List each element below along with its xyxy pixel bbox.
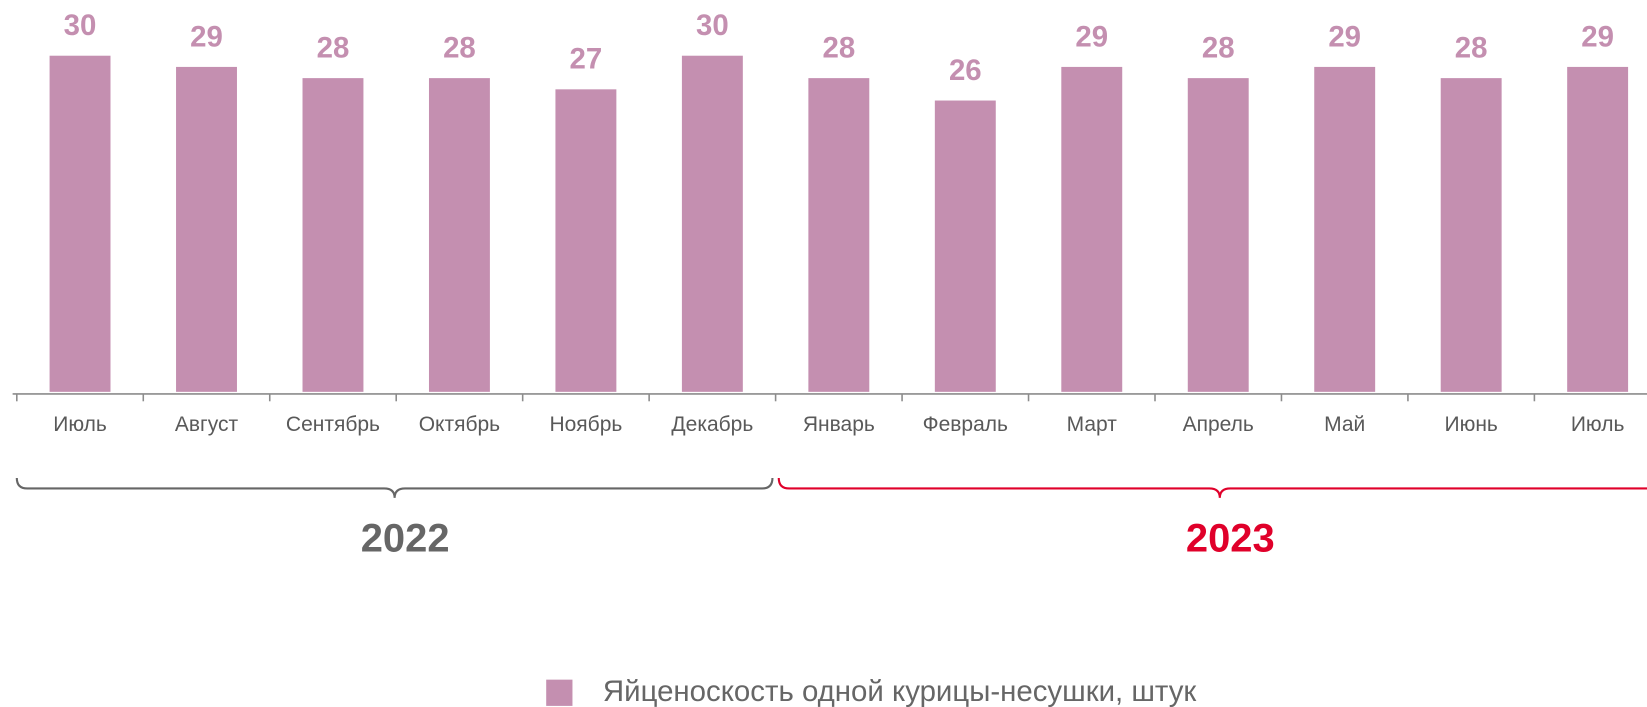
bar (681, 55, 743, 392)
legend-label: Яйценоскость одной курицы-несушки, штук (603, 675, 1198, 707)
bar (1061, 66, 1123, 392)
bar (302, 78, 364, 392)
data-label: 30 (64, 9, 97, 42)
bar (1440, 78, 1502, 392)
bar (428, 78, 490, 392)
x-tick-label: Апрель (1183, 413, 1254, 436)
bar (176, 66, 237, 392)
bar (1314, 66, 1376, 392)
data-label: 27 (570, 43, 603, 76)
data-label: 29 (1075, 20, 1108, 53)
x-tick-label: Август (175, 413, 239, 436)
x-tick-label: Июнь (1444, 413, 1497, 436)
bar (1187, 78, 1249, 392)
bar (934, 100, 996, 392)
x-tick-label: Март (1067, 413, 1118, 436)
data-label: 28 (443, 32, 476, 65)
data-label: 29 (190, 20, 223, 53)
data-label: 29 (1581, 20, 1614, 53)
x-tick-label: Июль (53, 413, 107, 436)
group-label: 2022 (361, 517, 450, 561)
data-label: 26 (949, 54, 982, 87)
legend-swatch (546, 679, 573, 706)
bar (1567, 66, 1629, 392)
x-tick-label: Сентябрь (286, 413, 380, 436)
bar (808, 78, 870, 392)
data-label: 28 (317, 32, 350, 65)
data-label: 30 (696, 9, 729, 42)
x-tick-label: Ноябрь (549, 413, 622, 436)
data-label: 29 (1328, 20, 1361, 53)
data-label: 28 (822, 32, 855, 65)
group-bracket (777, 477, 1647, 498)
x-tick-label: Февраль (923, 413, 1008, 436)
data-label: 28 (1455, 32, 1488, 65)
x-tick-label: Май (1324, 413, 1365, 436)
group-label: 2023 (1186, 517, 1275, 561)
x-tick-label: Октябрь (419, 413, 500, 436)
bar (49, 55, 111, 392)
group-bracket (15, 477, 774, 498)
x-tick-label: Январь (803, 413, 875, 436)
x-tick-label: Июль (1571, 413, 1625, 436)
bar (555, 89, 617, 392)
data-label: 28 (1202, 32, 1235, 65)
x-tick-label: Декабрь (671, 413, 753, 436)
